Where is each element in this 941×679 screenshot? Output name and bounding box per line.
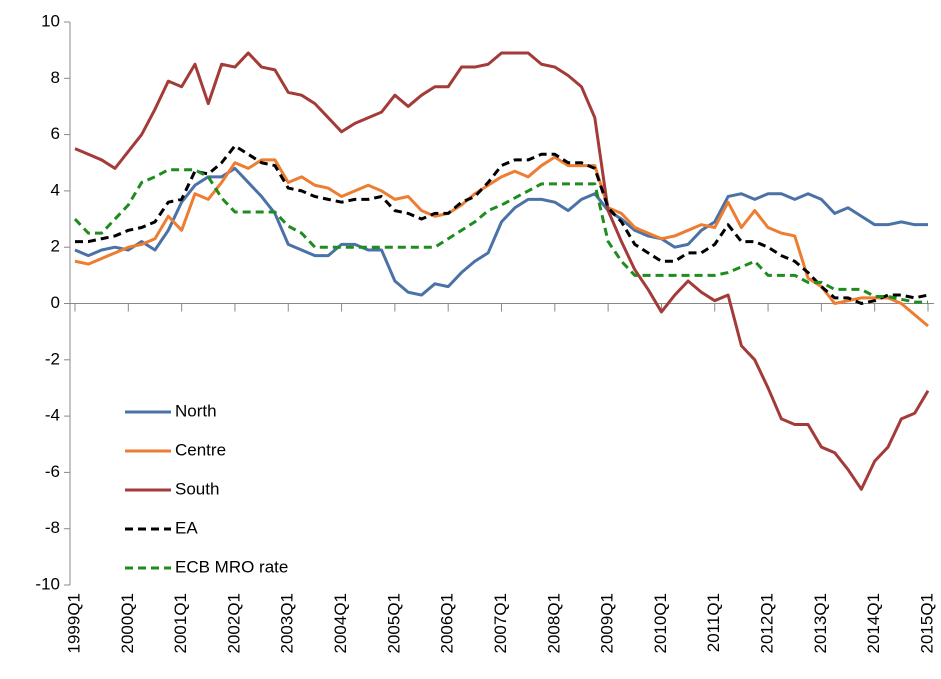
x-tick-label: 2010Q1 bbox=[651, 593, 670, 654]
y-tick-label: 0 bbox=[51, 293, 60, 312]
x-tick-label: 2014Q1 bbox=[864, 593, 883, 654]
series-line bbox=[73, 168, 928, 304]
x-tick-label: 1999Q1 bbox=[64, 593, 83, 654]
series-line bbox=[74, 166, 928, 297]
x-tick-label: 2009Q1 bbox=[598, 593, 617, 654]
y-tick-label: 10 bbox=[41, 11, 60, 30]
series-line bbox=[74, 155, 929, 328]
series-line bbox=[75, 144, 929, 305]
x-tick-label: 2007Q1 bbox=[491, 593, 510, 654]
x-tick-label: 2012Q1 bbox=[758, 593, 777, 654]
legend-label: South bbox=[175, 479, 219, 498]
series-line bbox=[74, 51, 930, 491]
y-tick-label: -8 bbox=[45, 518, 60, 537]
y-tick-label: 8 bbox=[51, 68, 60, 87]
y-tick-label: 4 bbox=[51, 180, 60, 199]
legend-label: North bbox=[175, 401, 217, 420]
x-tick-label: 2015Q1 bbox=[917, 593, 936, 654]
x-tick-label: 2008Q1 bbox=[544, 593, 563, 654]
y-tick-label: -10 bbox=[35, 574, 60, 593]
legend-label: Centre bbox=[175, 440, 226, 459]
y-tick-label: 6 bbox=[51, 124, 60, 143]
y-tick-label: -6 bbox=[45, 462, 60, 481]
y-tick-label: -4 bbox=[45, 406, 60, 425]
x-tick-label: 2005Q1 bbox=[384, 593, 403, 654]
x-tick-label: 2000Q1 bbox=[118, 593, 137, 654]
y-tick-label: 2 bbox=[51, 237, 60, 256]
y-tick-label: -2 bbox=[45, 349, 60, 368]
x-tick-label: 2011Q1 bbox=[704, 593, 723, 652]
x-tick-label: 2002Q1 bbox=[224, 593, 243, 654]
x-tick-label: 2001Q1 bbox=[171, 593, 190, 654]
x-tick-label: 2006Q1 bbox=[438, 593, 457, 654]
x-tick-label: 2004Q1 bbox=[331, 593, 350, 654]
x-tick-label: 2003Q1 bbox=[278, 593, 297, 654]
x-tick-label: 2013Q1 bbox=[811, 593, 830, 654]
legend-label: EA bbox=[175, 518, 198, 537]
legend-label: ECB MRO rate bbox=[175, 557, 288, 576]
